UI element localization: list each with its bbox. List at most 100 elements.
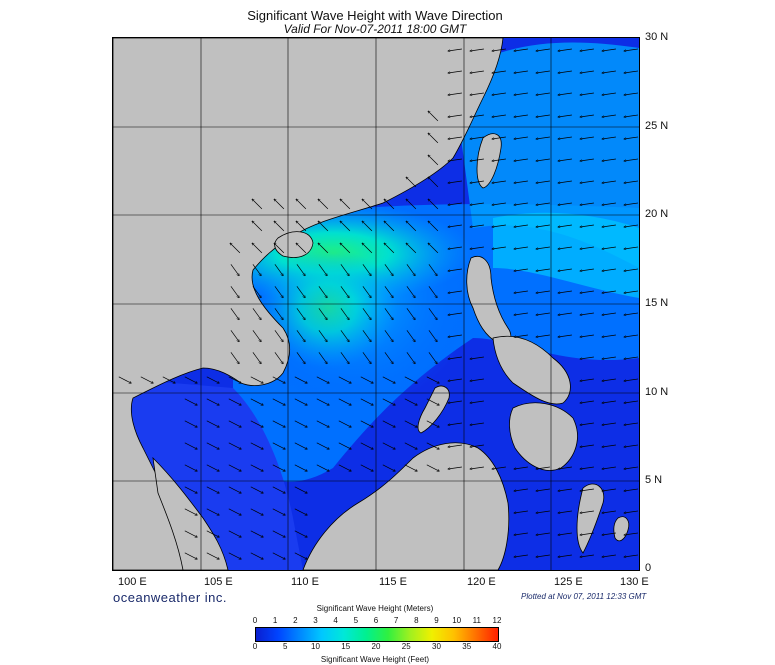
- wave-direction-arrow: [272, 464, 285, 471]
- legend-feet-tick: 0: [252, 642, 258, 651]
- wave-direction-arrow: [272, 530, 285, 537]
- wave-direction-arrow: [404, 420, 417, 427]
- plotted-timestamp: Plotted at Nov 07, 2011 12:33 GMT: [521, 592, 647, 601]
- land-mindanao: [509, 402, 578, 471]
- wave-direction-arrow: [228, 442, 241, 449]
- wave-direction-arrow: [296, 243, 307, 254]
- wave-direction-arrow: [448, 158, 462, 161]
- wave-direction-arrow: [206, 420, 219, 427]
- wave-direction-arrow: [558, 290, 572, 293]
- wave-direction-arrow: [580, 488, 594, 491]
- wave-direction-arrow: [470, 466, 484, 469]
- brand-logo-text: oceanweather inc.: [113, 590, 228, 605]
- wave-direction-arrow: [536, 312, 550, 315]
- wave-direction-arrow: [448, 224, 462, 227]
- wave-direction-arrow: [404, 464, 417, 471]
- legend-meters-tick: 3: [313, 616, 318, 625]
- wave-direction-arrow: [602, 422, 616, 425]
- wave-direction-arrow: [338, 442, 351, 449]
- wave-direction-arrow: [492, 136, 506, 139]
- wave-direction-arrow: [340, 286, 349, 297]
- wave-direction-arrow: [316, 464, 329, 471]
- wave-direction-arrow: [340, 330, 349, 341]
- wave-direction-arrow: [184, 442, 197, 449]
- wave-direction-arrow: [426, 398, 439, 405]
- legend-feet-tick: 20: [371, 642, 381, 651]
- wave-direction-arrow: [206, 376, 219, 383]
- wave-direction-arrow: [470, 356, 484, 359]
- wave-direction-arrow: [470, 224, 484, 227]
- wave-direction-arrow: [492, 466, 506, 469]
- wave-direction-arrow: [448, 356, 462, 359]
- wave-direction-arrow: [228, 420, 241, 427]
- wave-direction-arrow: [318, 199, 329, 210]
- wave-direction-arrow: [470, 400, 484, 403]
- wave-direction-arrow: [624, 510, 638, 513]
- wave-direction-arrow: [536, 334, 550, 337]
- wave-direction-arrow: [580, 554, 594, 557]
- wave-direction-arrow: [558, 268, 572, 271]
- wave-direction-arrow: [448, 114, 462, 117]
- wave-direction-arrow: [624, 224, 638, 227]
- wave-direction-arrow: [428, 221, 439, 232]
- wave-direction-arrow: [448, 312, 462, 315]
- lat-label-15n: 15 N: [645, 297, 669, 309]
- wave-zone-peak-2: [258, 248, 398, 368]
- wave-direction-arrow: [536, 180, 550, 183]
- wave-direction-arrow: [318, 352, 327, 363]
- lat-label-5n: 5 N: [645, 474, 663, 486]
- wave-direction-arrow: [340, 243, 351, 254]
- wave-direction-arrow: [340, 352, 349, 363]
- wave-direction-arrow: [580, 136, 594, 139]
- wave-direction-arrow: [514, 224, 528, 227]
- wave-direction-arrow: [274, 286, 283, 297]
- legend-feet-tick: 5: [283, 642, 288, 651]
- wave-direction-arrow: [558, 202, 572, 205]
- wave-direction-arrow: [252, 330, 261, 341]
- wave-direction-arrow: [580, 356, 594, 359]
- lat-label-10n: 10 N: [645, 386, 669, 398]
- legend-meters-tick: 6: [373, 616, 379, 625]
- wave-direction-arrow: [206, 464, 219, 471]
- wave-direction-arrow: [384, 330, 393, 341]
- wave-direction-arrow: [470, 444, 484, 447]
- wave-direction-arrow: [428, 308, 437, 319]
- wave-direction-arrow: [448, 202, 462, 205]
- wave-direction-arrow: [580, 180, 594, 183]
- wave-direction-arrow: [362, 352, 371, 363]
- wave-direction-arrow: [580, 202, 594, 205]
- wave-map-canvas: [113, 38, 639, 570]
- wave-direction-arrow: [558, 532, 572, 535]
- wave-direction-arrow: [360, 442, 373, 449]
- lon-label-100e: 100 E: [118, 576, 147, 588]
- wave-direction-arrow: [294, 464, 307, 471]
- wave-direction-arrow: [558, 114, 572, 117]
- wave-direction-arrow: [602, 136, 616, 139]
- wave-direction-arrow: [228, 552, 241, 559]
- wave-direction-arrow: [318, 221, 329, 232]
- wave-direction-arrow: [624, 444, 638, 447]
- lat-label-20n: 20 N: [645, 208, 669, 220]
- wave-direction-arrow: [250, 442, 263, 449]
- wave-direction-arrow: [230, 330, 239, 341]
- wave-direction-arrow: [404, 376, 417, 383]
- wave-direction-arrow: [492, 48, 506, 51]
- lon-label-110e: 110 E: [291, 576, 319, 588]
- wave-direction-arrow: [428, 199, 439, 210]
- wave-direction-arrow: [206, 508, 219, 515]
- wave-direction-arrow: [624, 334, 638, 337]
- wave-direction-arrow: [624, 422, 638, 425]
- wave-direction-arrow: [514, 48, 528, 51]
- wave-direction-arrow: [252, 221, 263, 232]
- wave-direction-arrow: [340, 199, 351, 210]
- wave-direction-arrow: [382, 376, 395, 383]
- wave-direction-arrow: [448, 444, 462, 447]
- wave-direction-arrow: [294, 376, 307, 383]
- wave-direction-arrow: [360, 464, 373, 471]
- wave-direction-arrow: [580, 510, 594, 513]
- wave-direction-arrow: [602, 312, 616, 315]
- wave-direction-arrow: [602, 444, 616, 447]
- wave-direction-arrow: [602, 202, 616, 205]
- wave-direction-arrow: [272, 508, 285, 515]
- wave-direction-arrow: [296, 199, 307, 210]
